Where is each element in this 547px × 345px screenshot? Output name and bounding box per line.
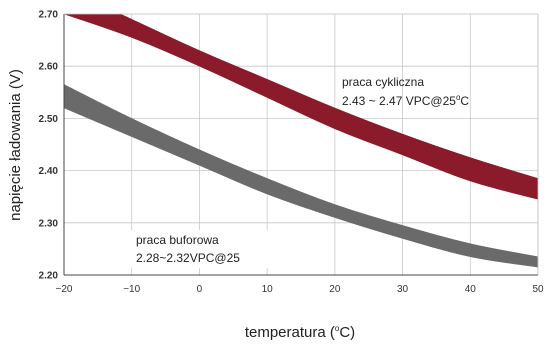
y-tick-label: 2.50 <box>39 114 59 125</box>
y-tick-label: 2.40 <box>39 166 59 177</box>
x-axis-label-unit: C) <box>339 324 355 341</box>
x-tick-label: 10 <box>262 284 274 295</box>
x-tick-label: −10 <box>123 284 140 295</box>
y-tick-label: 2.60 <box>39 62 59 73</box>
x-tick-label: 20 <box>329 284 341 295</box>
x-axis-label-sup: o <box>335 324 340 333</box>
annotation-cyclic-range-text: 2.43 ~ 2.47 VPC@25 <box>342 94 456 108</box>
y-tick-label: 2.70 <box>39 10 59 21</box>
band-cyclic <box>64 14 538 200</box>
x-axis-label-text: temperatura ( <box>245 324 335 341</box>
x-tick-label: 0 <box>197 284 203 295</box>
x-tick-label: 40 <box>465 284 477 295</box>
y-tick-label: 2.20 <box>39 271 59 282</box>
annotation-float-title: praca buforowa <box>136 233 219 247</box>
x-tick-label: 30 <box>397 284 409 295</box>
y-tick-labels: 2.20 2.30 2.40 2.50 2.60 2.70 <box>39 10 59 282</box>
annotation-cyclic: praca cykliczna 2.43 ~ 2.47 VPC@25oC <box>342 75 469 108</box>
x-tick-labels: −20 −10 0 10 20 30 40 50 <box>56 284 544 295</box>
x-tick-label: −20 <box>56 284 73 295</box>
annotation-cyclic-title: praca cykliczna <box>342 75 424 89</box>
annotation-float-box <box>131 230 269 268</box>
plot-frame <box>63 13 539 276</box>
annotation-cyclic-range: 2.43 ~ 2.47 VPC@25oC <box>342 93 469 108</box>
y-tick-label: 2.30 <box>39 218 59 229</box>
annotation-cyclic-range-unit: C <box>460 94 469 108</box>
y-axis-label: napięcie ładowania (V) <box>7 69 24 221</box>
x-tick-label: 50 <box>532 284 544 295</box>
x-axis-label: temperatura (oC) <box>245 324 355 341</box>
annotation-float-range: 2.28~2.32VPC@25 <box>136 251 240 265</box>
band-float <box>64 84 538 268</box>
annotation-float: praca buforowa 2.28~2.32VPC@25 <box>131 230 269 268</box>
bands <box>64 14 538 268</box>
annotation-cyclic-range-sup: o <box>456 93 461 102</box>
